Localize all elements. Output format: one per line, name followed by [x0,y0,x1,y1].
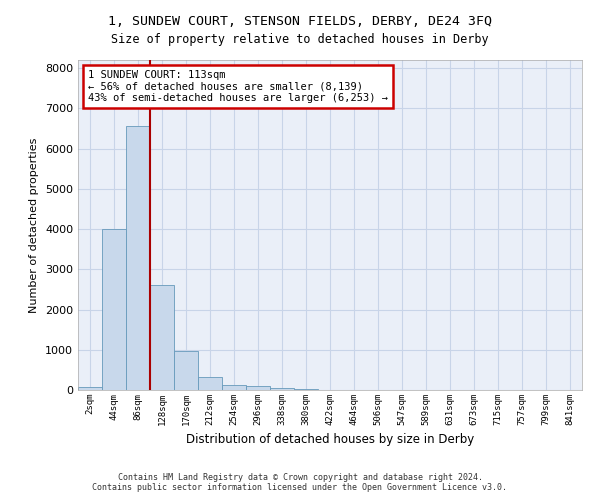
X-axis label: Distribution of detached houses by size in Derby: Distribution of detached houses by size … [186,434,474,446]
Bar [102,229,126,390]
Text: Size of property relative to detached houses in Derby: Size of property relative to detached ho… [111,32,489,46]
Text: Contains HM Land Registry data © Crown copyright and database right 2024.
Contai: Contains HM Land Registry data © Crown c… [92,473,508,492]
Y-axis label: Number of detached properties: Number of detached properties [29,138,40,312]
Bar [270,388,294,390]
Bar [150,284,174,390]
Bar [174,352,198,390]
Bar [294,389,318,390]
Bar [198,377,222,390]
Text: 1 SUNDEW COURT: 113sqm
← 56% of detached houses are smaller (8,139)
43% of semi-: 1 SUNDEW COURT: 113sqm ← 56% of detached… [88,70,388,103]
Bar [78,387,102,390]
Text: 1, SUNDEW COURT, STENSON FIELDS, DERBY, DE24 3FQ: 1, SUNDEW COURT, STENSON FIELDS, DERBY, … [108,15,492,28]
Bar [246,386,270,390]
Bar [222,385,246,390]
Bar [126,126,150,390]
